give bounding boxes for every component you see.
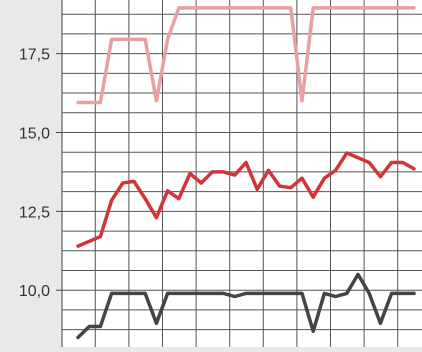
y-tick-label: 15,0 [19, 125, 50, 142]
series-lines [76, 6, 416, 340]
y-tick-label: 12,5 [19, 204, 50, 221]
y-tick-label: 10,0 [19, 283, 50, 300]
series-line-1 [76, 6, 416, 105]
series-line-2 [76, 151, 416, 248]
plot-area [62, 0, 422, 347]
y-axis-ticks: 10,0 12,5 15,0 17,5 [19, 47, 62, 300]
y-tick-label: 17,5 [19, 47, 50, 64]
series-line-3 [76, 272, 416, 340]
